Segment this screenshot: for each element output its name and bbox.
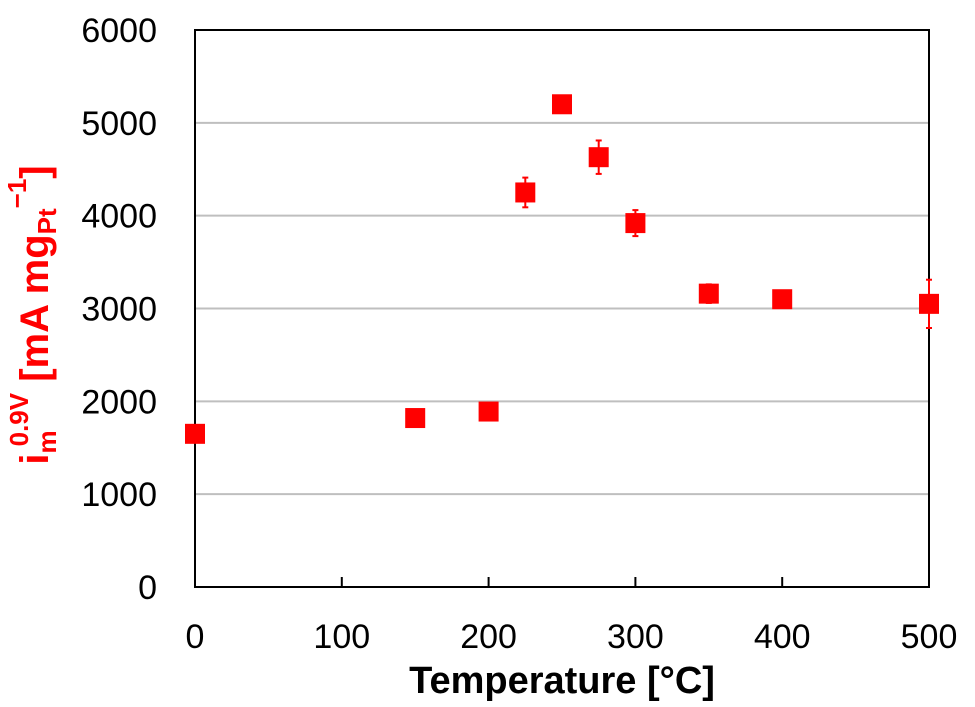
x-tick-label: 0 [186, 618, 205, 656]
data-point [405, 408, 426, 429]
y-label-sup: 0.9V [4, 392, 34, 446]
y-label-mid: [mA mg [13, 234, 57, 393]
y-tick-label: 0 [138, 569, 157, 607]
y-tick-label: 5000 [81, 105, 157, 143]
y-label-end: ] [13, 165, 57, 178]
x-tick-label: 500 [901, 618, 958, 656]
data-point [698, 283, 719, 304]
y-tick-label: 1000 [81, 476, 157, 514]
data-point [478, 401, 499, 422]
data-point [588, 147, 609, 168]
x-tick-labels: 0 100 200 300 400 500 [186, 618, 958, 656]
y-tick-label: 4000 [81, 198, 157, 236]
y-label-sub: m [32, 430, 62, 453]
y-label-sub2: Pt [32, 208, 62, 234]
x-tick-label: 200 [460, 618, 517, 656]
data-point [625, 213, 646, 234]
data-points [185, 94, 939, 444]
data-point [772, 289, 793, 310]
data-point [185, 423, 205, 444]
y-tick-labels: 0 1000 2000 3000 4000 5000 6000 [81, 12, 157, 607]
data-point [919, 293, 939, 314]
data-point [515, 182, 536, 203]
x-tick-label: 400 [754, 618, 811, 656]
y-label-base: i [13, 454, 57, 465]
y-axis-label: im0.9V [mA mgPt−1] [2, 165, 62, 464]
x-tick-label: 300 [607, 618, 664, 656]
y-tick-label: 6000 [81, 12, 157, 50]
x-axis-label: Temperature [°C] [409, 660, 715, 702]
data-point [552, 94, 572, 115]
y-label-sup2: −1 [2, 179, 32, 209]
y-tick-label: 3000 [81, 291, 157, 329]
x-tick-label: 100 [313, 618, 370, 656]
error-bars [192, 98, 932, 440]
y-tick-label: 2000 [81, 383, 157, 421]
